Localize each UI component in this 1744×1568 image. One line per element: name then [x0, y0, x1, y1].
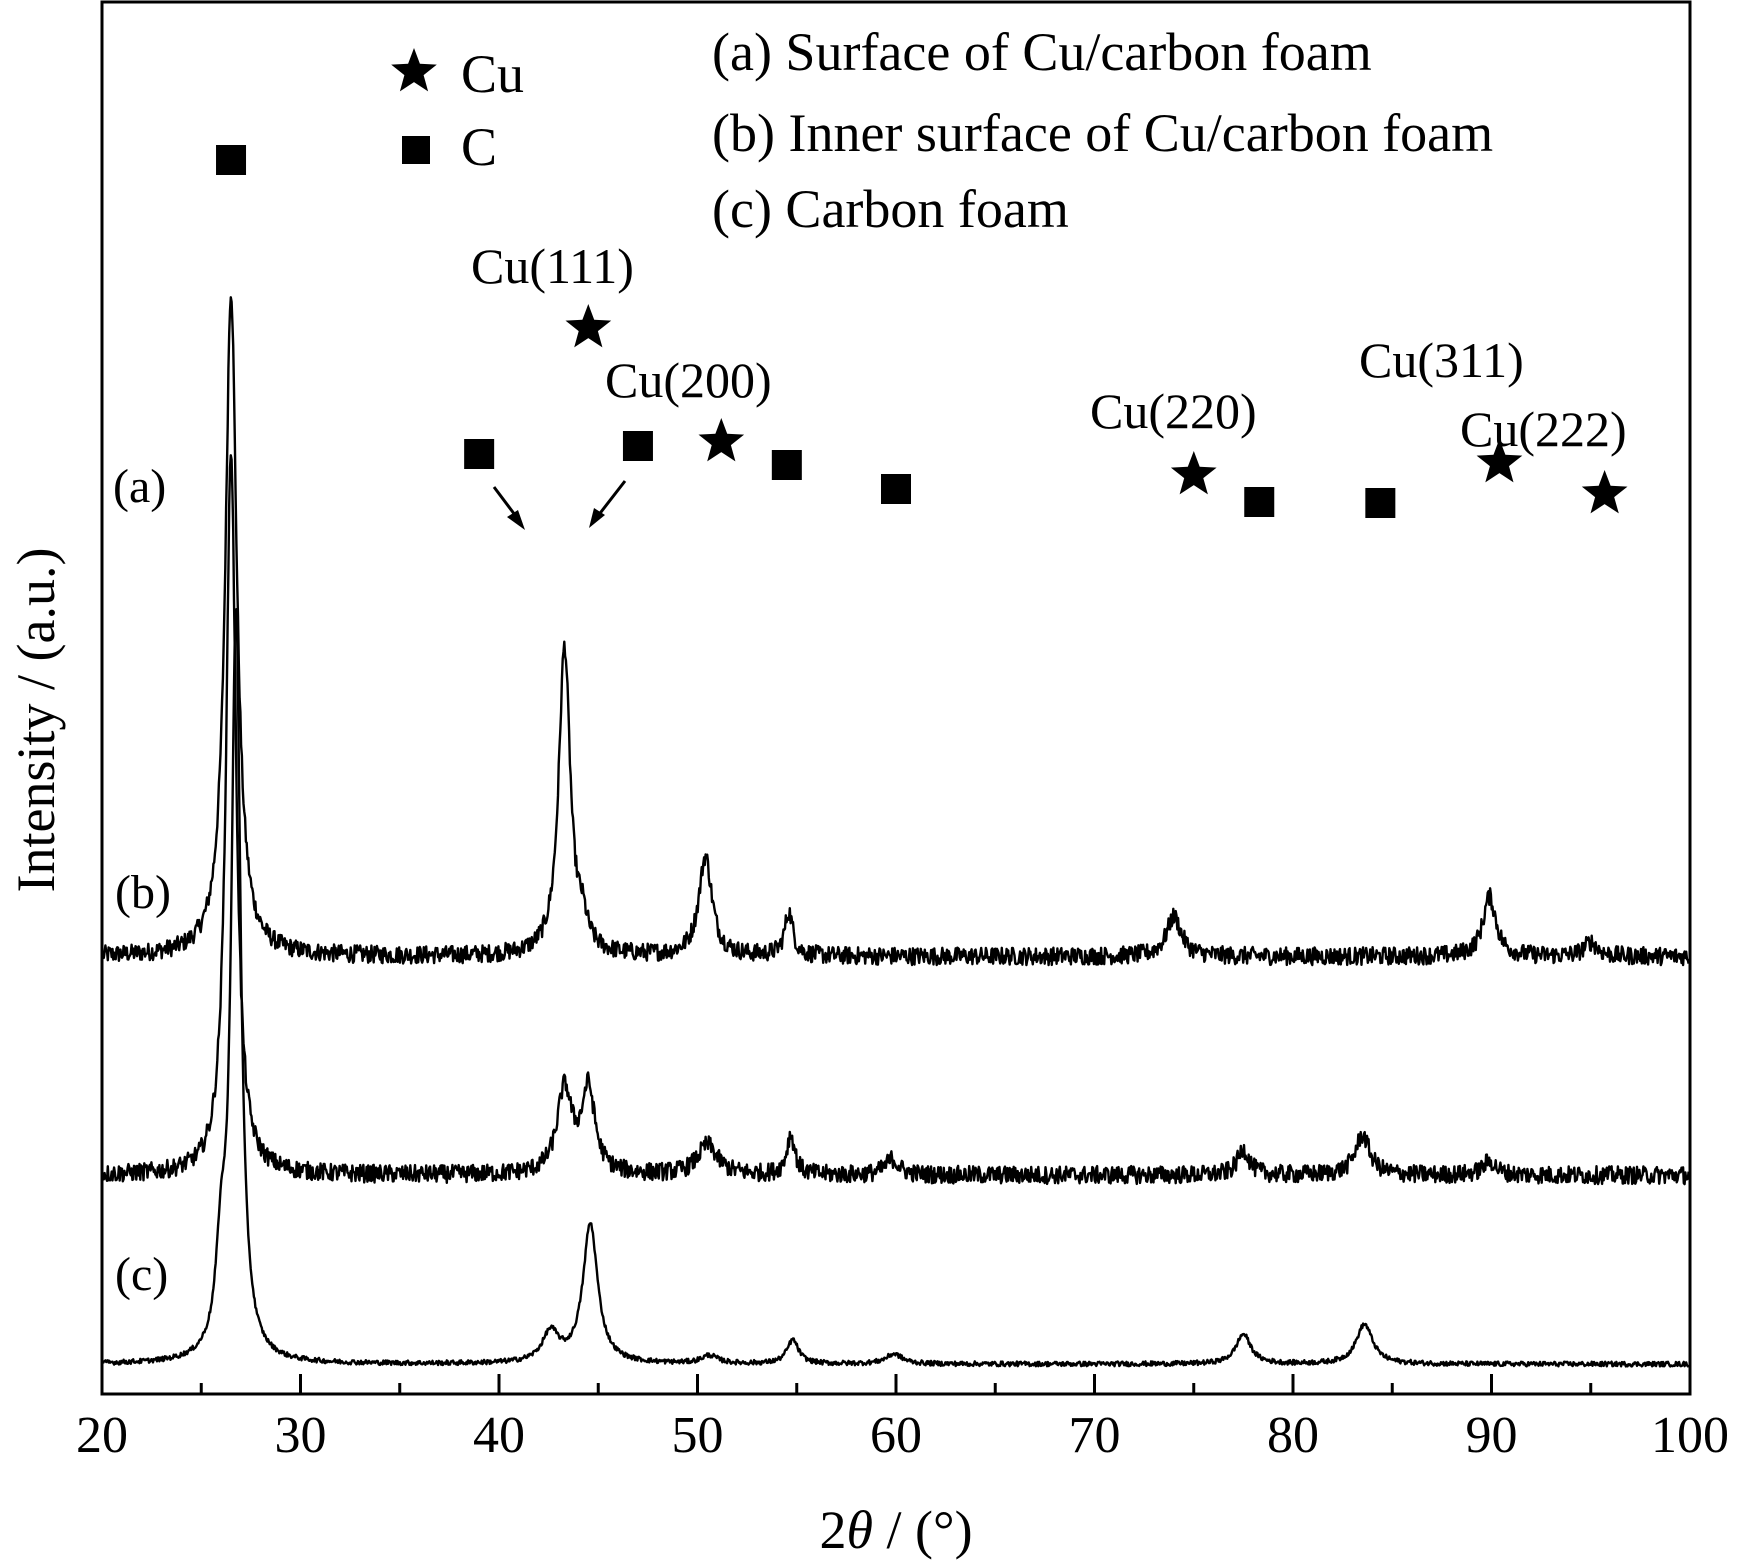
x-tick-label: 90 [1466, 1407, 1518, 1464]
c-marker-square [881, 474, 911, 504]
series-line-b [101, 454, 1690, 1186]
legend-cu-label: Cu [461, 44, 524, 104]
cu-marker-star [1170, 451, 1217, 495]
x-tick-label: 60 [870, 1407, 922, 1464]
arrow-right [589, 480, 627, 528]
legend-star-shape [391, 48, 437, 92]
peak-label-cu220: Cu(220) [1090, 383, 1257, 439]
x-tick-label: 80 [1267, 1407, 1319, 1464]
legend-square-icon [402, 136, 430, 164]
x-tick-label: 40 [473, 1407, 525, 1464]
x-tick-label: 100 [1651, 1407, 1729, 1464]
cu-marker-star [565, 304, 612, 348]
x-tick-label: 20 [76, 1407, 128, 1464]
peak-label-cu311: Cu(311) [1359, 332, 1524, 388]
legend-star-icon [391, 48, 437, 92]
legend-entry-a: (a) Surface of Cu/carbon foam [712, 22, 1372, 82]
series-label-b: (b) [115, 866, 171, 919]
x-tick-label: 30 [275, 1407, 327, 1464]
x-tick-labels: 20 30 40 50 60 70 80 90 100 [76, 1407, 1729, 1464]
peak-label-cu222: Cu(222) [1460, 401, 1627, 457]
cu-marker-star [698, 418, 745, 462]
x-tick-label: 50 [672, 1407, 724, 1464]
peak-markers [216, 145, 1628, 518]
series-label-a: (a) [113, 460, 166, 513]
traces [101, 296, 1690, 1368]
peak-label-cu200: Cu(200) [605, 352, 772, 408]
c-marker-square [216, 145, 247, 175]
arrow-left [492, 486, 525, 530]
y-axis-label: Intensity / (a.u.) [6, 548, 66, 893]
legend-c-label: C [461, 117, 497, 177]
cu-marker-star [1581, 470, 1628, 514]
x-tick-label: 70 [1069, 1407, 1121, 1464]
c-marker-square [1244, 487, 1275, 517]
cu-marker-star [1476, 439, 1523, 483]
series-line-c [101, 608, 1690, 1368]
peak-label-cu111: Cu(111) [471, 238, 634, 294]
series-label-c: (c) [115, 1248, 168, 1301]
legend-entry-b: (b) Inner surface of Cu/carbon foam [712, 103, 1493, 163]
c-marker-square [1365, 488, 1396, 518]
c-marker-square [771, 450, 802, 480]
c-marker-square [622, 431, 653, 461]
x-ticks [100, 1374, 1692, 1394]
c-marker-square [464, 439, 495, 469]
legend-entry-c: (c) Carbon foam [712, 179, 1069, 239]
series-line-a [101, 296, 1690, 967]
x-axis-label: 2θ / (°) [819, 1500, 972, 1560]
